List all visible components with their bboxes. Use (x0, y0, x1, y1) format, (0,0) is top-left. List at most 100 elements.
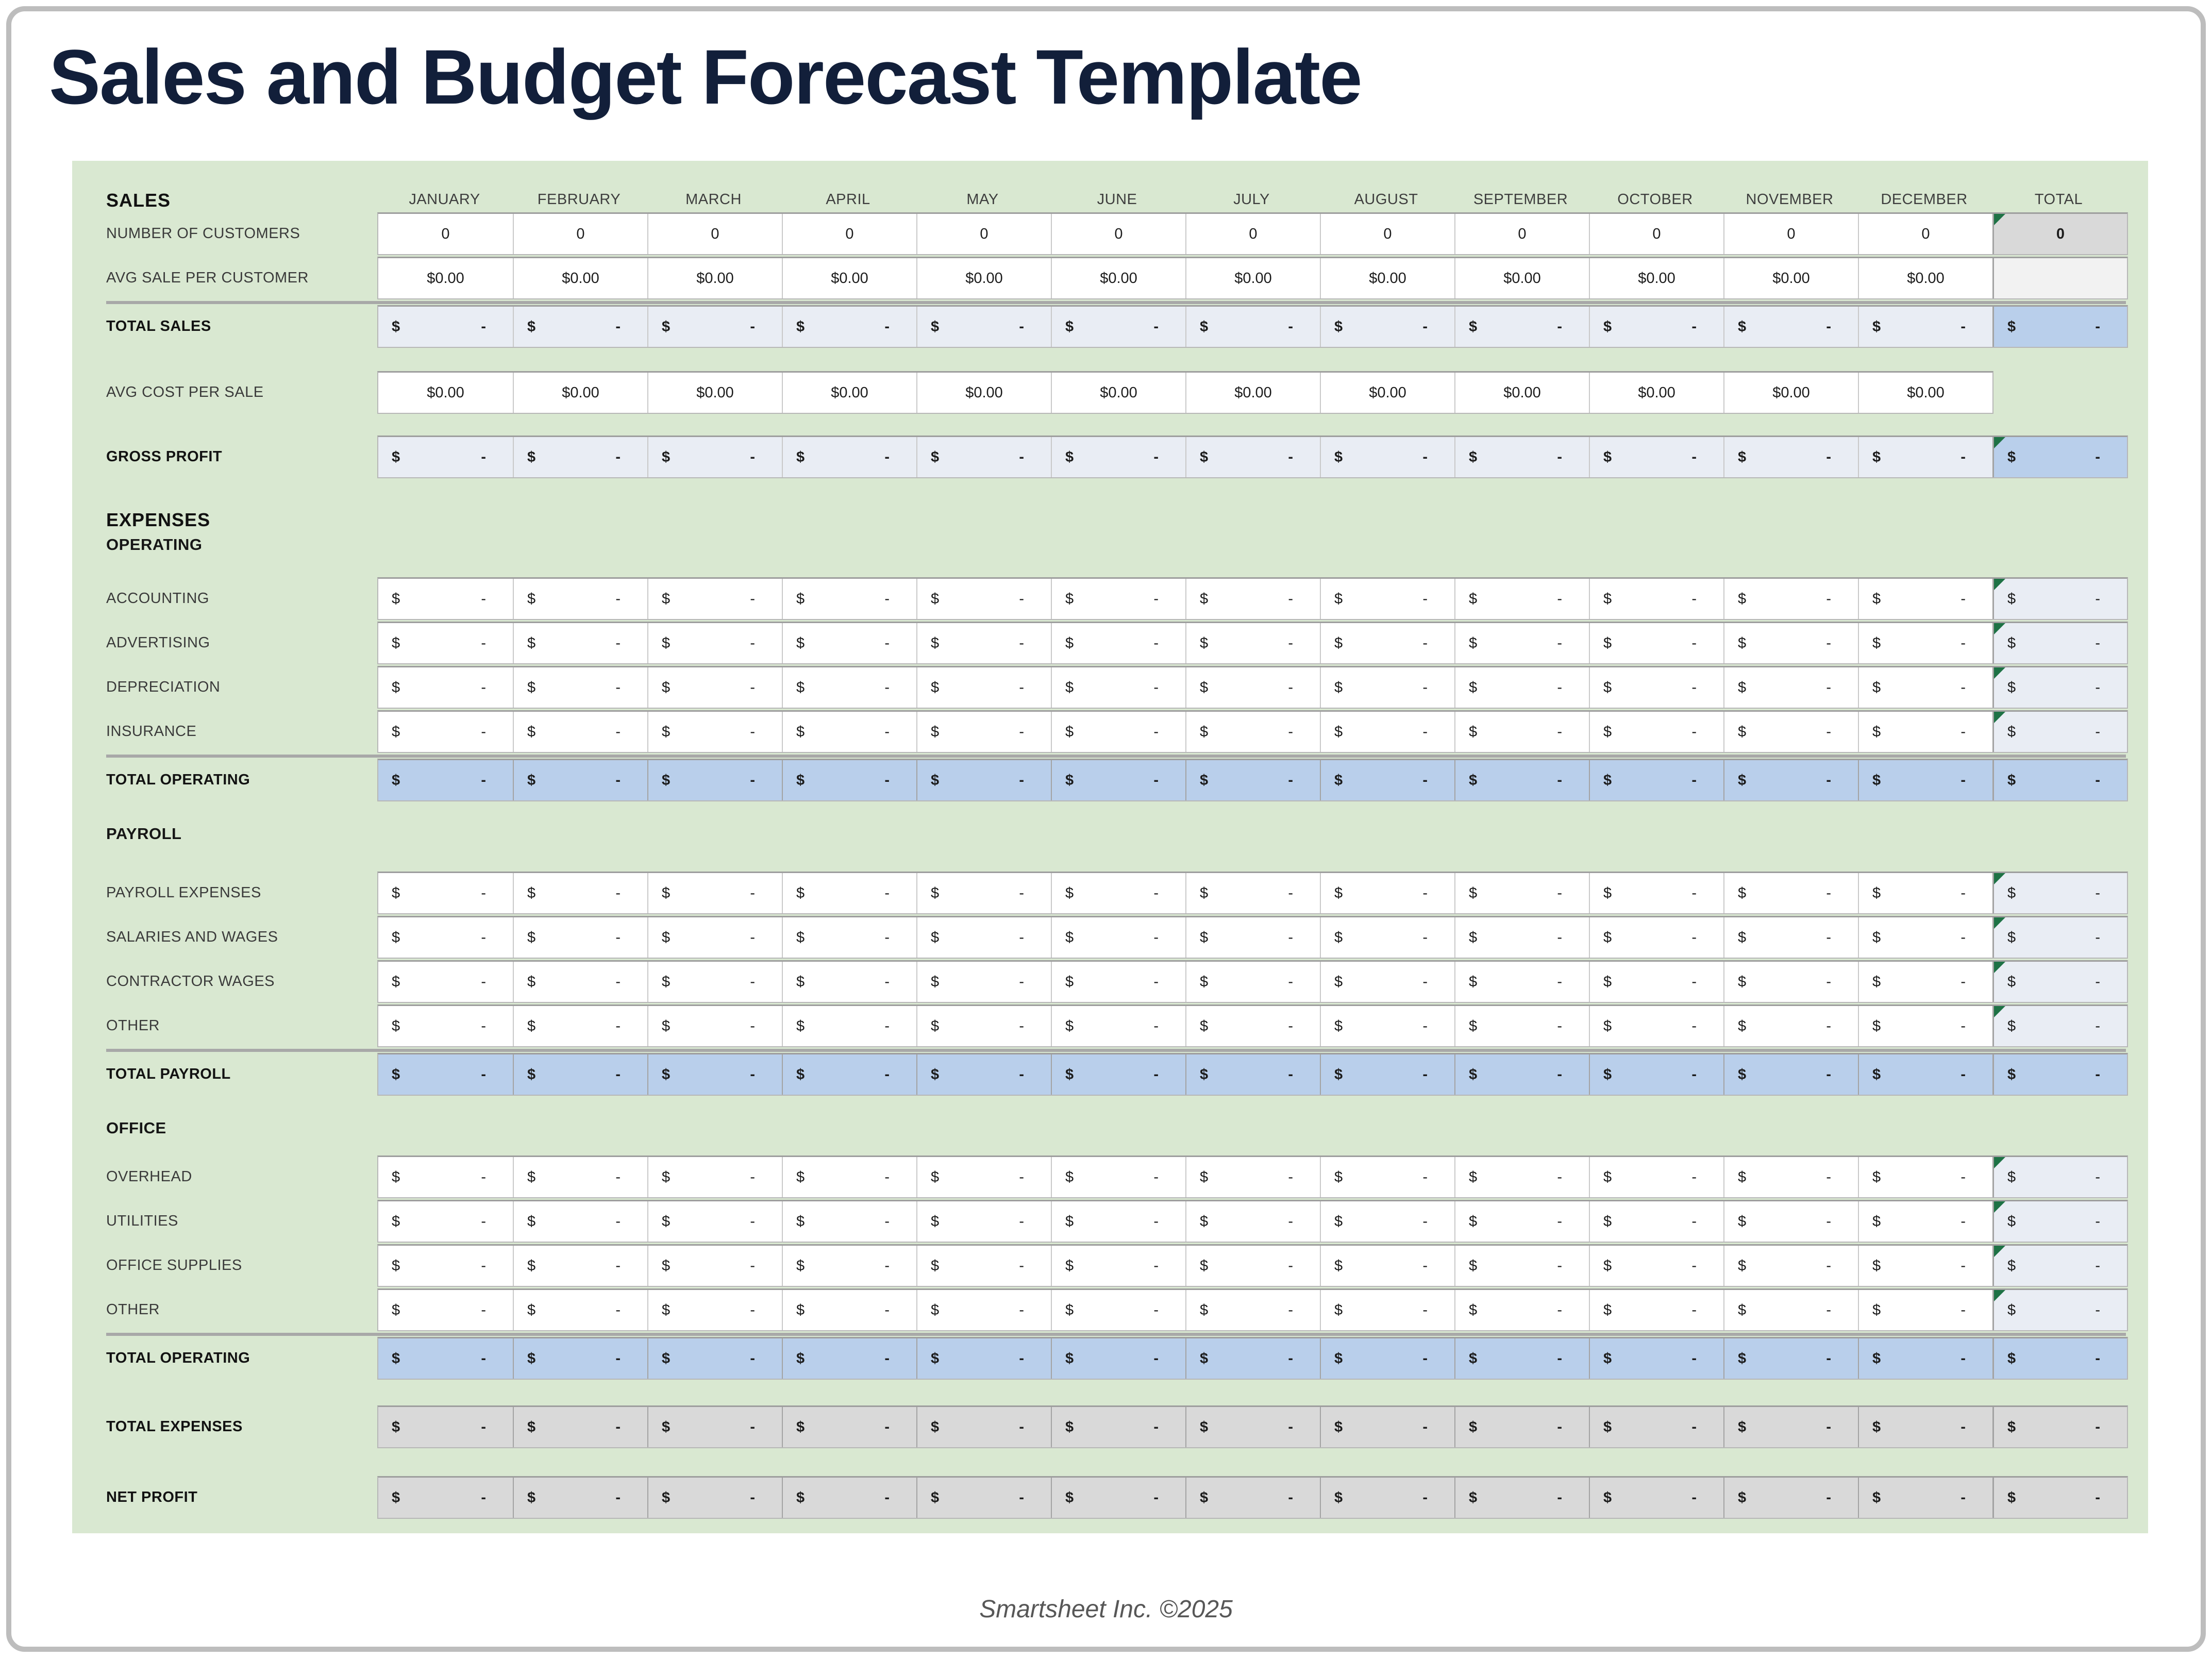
cell-payroll-expenses-december[interactable]: $ - (1858, 873, 1992, 913)
cell-other-payroll-april[interactable]: $ - (782, 1006, 916, 1046)
cell-advertising-march[interactable]: $ - (647, 623, 782, 663)
cell-total-payroll-september[interactable]: $ - (1454, 1054, 1589, 1095)
cell-total-sales-december[interactable]: $ - (1858, 307, 1992, 347)
cell-accounting-april[interactable]: $ - (782, 579, 916, 619)
cell-office-supplies-september[interactable]: $ - (1454, 1246, 1589, 1286)
cell-other-office-february[interactable]: $ - (513, 1290, 647, 1330)
cell-office-supplies-december[interactable]: $ - (1858, 1246, 1992, 1286)
cell-total-operating-office-january[interactable]: $ - (378, 1338, 513, 1379)
cell-office-supplies-august[interactable]: $ - (1320, 1246, 1454, 1286)
cell-total-operating-office-total[interactable]: $ - (1992, 1338, 2127, 1379)
cell-total-operating-april[interactable]: $ - (782, 760, 916, 800)
cell-insurance-december[interactable]: $ - (1858, 712, 1992, 752)
cell-net-profit-total[interactable]: $ - (1992, 1478, 2127, 1518)
cell-avg-cost-per-sale-august[interactable]: $0.00 (1320, 373, 1454, 413)
cell-total-sales-april[interactable]: $ - (782, 307, 916, 347)
cell-total-operating-february[interactable]: $ - (513, 760, 647, 800)
cell-utilities-august[interactable]: $ - (1320, 1201, 1454, 1242)
cell-contractor-wages-january[interactable]: $ - (378, 962, 513, 1002)
cell-total-operating-january[interactable]: $ - (378, 760, 513, 800)
cell-other-payroll-december[interactable]: $ - (1858, 1006, 1992, 1046)
cell-depreciation-september[interactable]: $ - (1454, 667, 1589, 708)
cell-other-office-january[interactable]: $ - (378, 1290, 513, 1330)
cell-accounting-may[interactable]: $ - (916, 579, 1051, 619)
cell-total-payroll-june[interactable]: $ - (1051, 1054, 1185, 1095)
cell-other-payroll-june[interactable]: $ - (1051, 1006, 1185, 1046)
cell-avg-sale-per-customer-march[interactable]: $0.00 (647, 258, 782, 298)
cell-office-supplies-october[interactable]: $ - (1589, 1246, 1723, 1286)
cell-other-payroll-total[interactable]: $ - (1992, 1006, 2127, 1046)
cell-salaries-and-wages-february[interactable]: $ - (513, 917, 647, 958)
cell-salaries-and-wages-total[interactable]: $ - (1992, 917, 2127, 958)
cell-total-sales-march[interactable]: $ - (647, 307, 782, 347)
cell-avg-cost-per-sale-january[interactable]: $0.00 (378, 373, 513, 413)
cell-total-operating-november[interactable]: $ - (1723, 760, 1858, 800)
cell-advertising-august[interactable]: $ - (1320, 623, 1454, 663)
cell-insurance-march[interactable]: $ - (647, 712, 782, 752)
cell-advertising-november[interactable]: $ - (1723, 623, 1858, 663)
cell-insurance-november[interactable]: $ - (1723, 712, 1858, 752)
cell-net-profit-april[interactable]: $ - (782, 1478, 916, 1518)
cell-contractor-wages-august[interactable]: $ - (1320, 962, 1454, 1002)
cell-total-expenses-august[interactable]: $ - (1320, 1407, 1454, 1447)
cell-utilities-march[interactable]: $ - (647, 1201, 782, 1242)
cell-gross-profit-total[interactable]: $ - (1992, 437, 2127, 477)
cell-insurance-october[interactable]: $ - (1589, 712, 1723, 752)
cell-net-profit-march[interactable]: $ - (647, 1478, 782, 1518)
cell-insurance-august[interactable]: $ - (1320, 712, 1454, 752)
cell-depreciation-july[interactable]: $ - (1185, 667, 1320, 708)
cell-other-payroll-may[interactable]: $ - (916, 1006, 1051, 1046)
cell-salaries-and-wages-march[interactable]: $ - (647, 917, 782, 958)
cell-office-supplies-january[interactable]: $ - (378, 1246, 513, 1286)
cell-contractor-wages-october[interactable]: $ - (1589, 962, 1723, 1002)
cell-advertising-june[interactable]: $ - (1051, 623, 1185, 663)
cell-insurance-january[interactable]: $ - (378, 712, 513, 752)
cell-avg-cost-per-sale-june[interactable]: $0.00 (1051, 373, 1185, 413)
cell-insurance-july[interactable]: $ - (1185, 712, 1320, 752)
cell-depreciation-august[interactable]: $ - (1320, 667, 1454, 708)
cell-avg-sale-per-customer-december[interactable]: $0.00 (1858, 258, 1992, 298)
cell-overhead-december[interactable]: $ - (1858, 1157, 1992, 1197)
cell-total-expenses-january[interactable]: $ - (378, 1407, 513, 1447)
cell-accounting-february[interactable]: $ - (513, 579, 647, 619)
cell-avg-cost-per-sale-october[interactable]: $0.00 (1589, 373, 1723, 413)
cell-number-of-customers-april[interactable]: 0 (782, 214, 916, 254)
cell-other-payroll-july[interactable]: $ - (1185, 1006, 1320, 1046)
cell-gross-profit-november[interactable]: $ - (1723, 437, 1858, 477)
cell-avg-cost-per-sale-july[interactable]: $0.00 (1185, 373, 1320, 413)
cell-number-of-customers-total[interactable]: 0 (1992, 214, 2127, 254)
cell-overhead-april[interactable]: $ - (782, 1157, 916, 1197)
cell-avg-sale-per-customer-november[interactable]: $0.00 (1723, 258, 1858, 298)
cell-utilities-february[interactable]: $ - (513, 1201, 647, 1242)
cell-other-office-total[interactable]: $ - (1992, 1290, 2127, 1330)
cell-total-expenses-december[interactable]: $ - (1858, 1407, 1992, 1447)
cell-overhead-august[interactable]: $ - (1320, 1157, 1454, 1197)
cell-net-profit-november[interactable]: $ - (1723, 1478, 1858, 1518)
cell-overhead-october[interactable]: $ - (1589, 1157, 1723, 1197)
cell-number-of-customers-january[interactable]: 0 (378, 214, 513, 254)
cell-accounting-total[interactable]: $ - (1992, 579, 2127, 619)
cell-net-profit-august[interactable]: $ - (1320, 1478, 1454, 1518)
cell-gross-profit-june[interactable]: $ - (1051, 437, 1185, 477)
cell-avg-sale-per-customer-june[interactable]: $0.00 (1051, 258, 1185, 298)
cell-accounting-june[interactable]: $ - (1051, 579, 1185, 619)
cell-utilities-may[interactable]: $ - (916, 1201, 1051, 1242)
cell-payroll-expenses-july[interactable]: $ - (1185, 873, 1320, 913)
cell-total-payroll-july[interactable]: $ - (1185, 1054, 1320, 1095)
cell-other-office-may[interactable]: $ - (916, 1290, 1051, 1330)
cell-total-expenses-march[interactable]: $ - (647, 1407, 782, 1447)
cell-total-sales-october[interactable]: $ - (1589, 307, 1723, 347)
cell-contractor-wages-june[interactable]: $ - (1051, 962, 1185, 1002)
cell-payroll-expenses-june[interactable]: $ - (1051, 873, 1185, 913)
cell-avg-cost-per-sale-april[interactable]: $0.00 (782, 373, 916, 413)
cell-total-expenses-july[interactable]: $ - (1185, 1407, 1320, 1447)
cell-total-operating-august[interactable]: $ - (1320, 760, 1454, 800)
cell-total-operating-office-march[interactable]: $ - (647, 1338, 782, 1379)
cell-payroll-expenses-january[interactable]: $ - (378, 873, 513, 913)
cell-depreciation-january[interactable]: $ - (378, 667, 513, 708)
cell-total-operating-office-july[interactable]: $ - (1185, 1338, 1320, 1379)
cell-other-payroll-august[interactable]: $ - (1320, 1006, 1454, 1046)
cell-accounting-october[interactable]: $ - (1589, 579, 1723, 619)
cell-other-office-august[interactable]: $ - (1320, 1290, 1454, 1330)
cell-payroll-expenses-april[interactable]: $ - (782, 873, 916, 913)
